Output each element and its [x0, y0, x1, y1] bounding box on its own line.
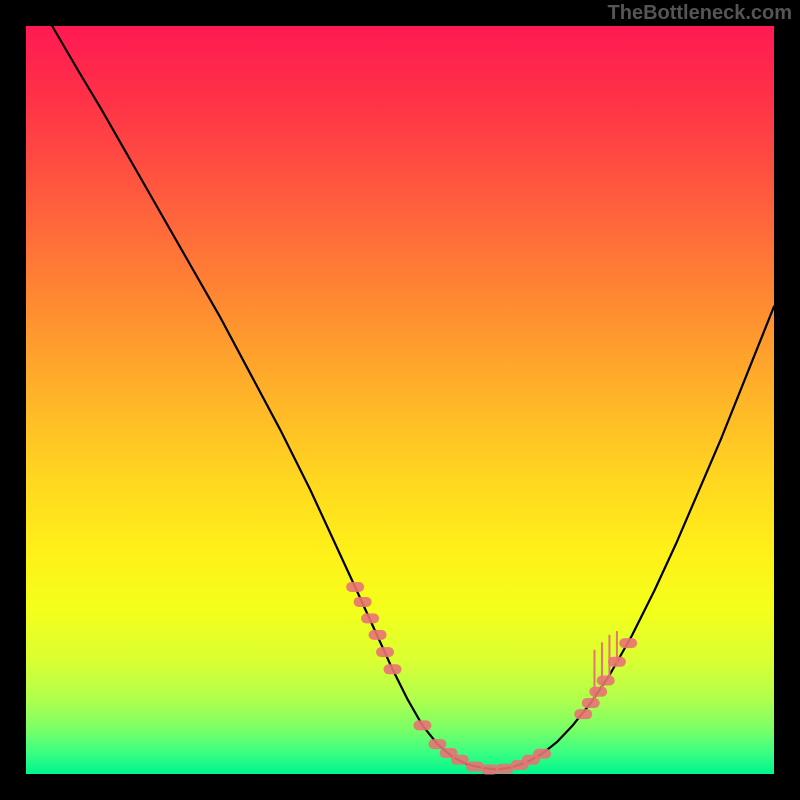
marker-point [533, 749, 551, 759]
marker-point [597, 676, 615, 686]
marker-point [369, 630, 387, 640]
chart-container: TheBottleneck.com [0, 0, 800, 800]
gradient-background [26, 26, 774, 774]
marker-point [376, 647, 394, 657]
marker-point [413, 720, 431, 730]
marker-point [428, 739, 446, 749]
marker-point [619, 638, 637, 648]
watermark-text: TheBottleneck.com [608, 2, 792, 25]
chart-svg [0, 0, 800, 800]
marker-point [574, 709, 592, 719]
marker-point [361, 613, 379, 623]
marker-point [346, 582, 364, 592]
marker-point [384, 664, 402, 674]
marker-point [354, 597, 372, 607]
marker-point [451, 755, 469, 765]
marker-point [582, 698, 600, 708]
marker-point [589, 687, 607, 697]
marker-point [608, 657, 626, 667]
